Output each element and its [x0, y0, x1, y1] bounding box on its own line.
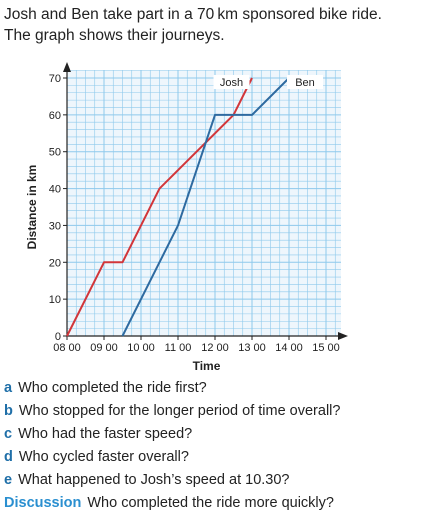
- y-tick-label: 30: [49, 220, 61, 232]
- series-label-ben: Ben: [295, 77, 315, 89]
- x-tick-label: 14 00: [275, 342, 303, 354]
- distance-time-chart: 0 10 20 30 40 50 60 70 08 00 09 00 10 00 11 00 12 00…: [25, 62, 348, 373]
- discussion-label: Discussion: [4, 495, 82, 511]
- x-tick-label: 08 00: [53, 342, 81, 354]
- question-text: Who cycled faster overall?: [18, 449, 189, 465]
- question-text: Who stopped for the longer period of tim…: [18, 403, 341, 419]
- y-tick-label: 0: [55, 331, 61, 343]
- y-tick-label: 20: [49, 257, 61, 269]
- x-tick-label: 15 00: [312, 342, 340, 354]
- plot-background: [67, 70, 341, 336]
- question-letter: a: [4, 380, 13, 396]
- x-axis-label: Time: [193, 359, 221, 373]
- question-letter: c: [4, 426, 13, 442]
- y-tick-label: 40: [49, 184, 61, 196]
- x-tick-label: 12 00: [201, 342, 229, 354]
- question-e: e What happened to Josh’s speed at 10.30?: [4, 472, 290, 488]
- intro-line-1: Josh and Ben take part in a 70 km sponso…: [4, 6, 382, 23]
- question-text: Who had the faster speed?: [18, 426, 193, 442]
- x-axis-arrow: [338, 332, 348, 340]
- question-letter: e: [4, 472, 13, 488]
- intro-line-2: The graph shows their journeys.: [4, 27, 225, 44]
- y-tick-label: 70: [49, 73, 61, 85]
- question-c: c Who had the faster speed?: [4, 426, 192, 442]
- y-tick-label: 50: [49, 147, 61, 159]
- series-label-bg: [213, 75, 250, 89]
- x-tick-label: 11 00: [165, 342, 192, 354]
- question-a: a Who completed the ride first?: [4, 380, 207, 396]
- y-axis-arrow: [63, 62, 71, 72]
- series-label-josh: Josh: [220, 77, 243, 89]
- question-letter: b: [4, 403, 13, 419]
- x-tick-label: 13 00: [238, 342, 266, 354]
- series-line-josh: [66, 77, 253, 337]
- y-tick-label: 10: [49, 294, 61, 306]
- series-line-ben: [121, 77, 290, 337]
- y-axis-label: Distance in km: [25, 165, 39, 250]
- series-label-bg: [287, 75, 323, 89]
- question-b: b Who stopped for the longer period of ti…: [4, 403, 340, 419]
- intro-text: Josh and Ben take part in a 70 km sponso…: [4, 4, 422, 46]
- discussion-question: Discussion Who completed the ride more qu…: [4, 495, 334, 511]
- question-letter: d: [4, 449, 13, 465]
- x-tick-label: 10 00: [127, 342, 155, 354]
- question-d: d Who cycled faster overall?: [4, 449, 189, 465]
- y-tick-label: 60: [49, 110, 61, 122]
- x-tick-label: 09 00: [90, 342, 118, 354]
- question-text: What happened to Josh’s speed at 10.30?: [18, 472, 290, 488]
- question-text: Who completed the ride first?: [18, 380, 207, 396]
- discussion-text: Who completed the ride more quickly?: [87, 495, 334, 511]
